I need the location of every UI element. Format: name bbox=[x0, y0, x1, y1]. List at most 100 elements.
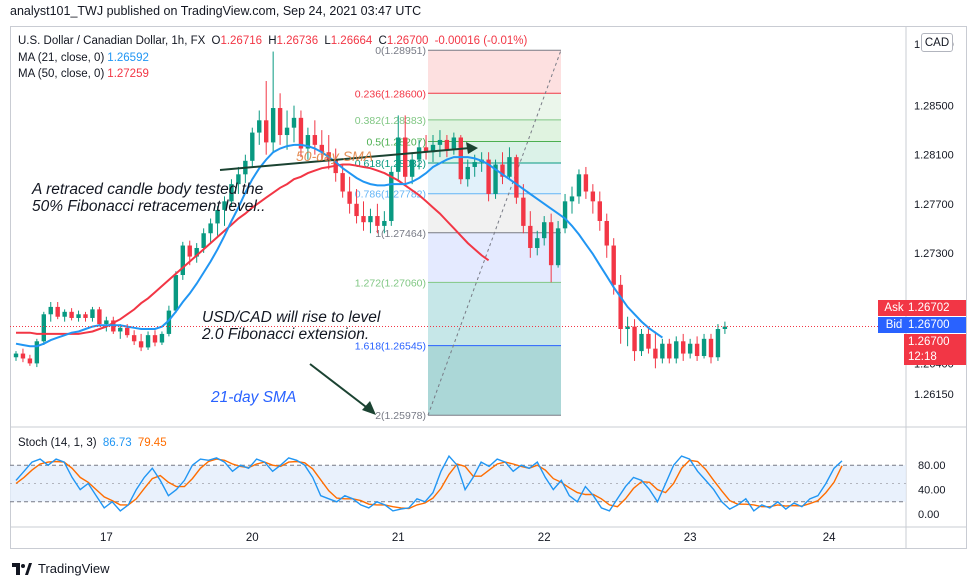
annotation-line: 50% Fibonacci retracement level.. bbox=[32, 198, 266, 215]
fib-level-label: 1.272(1.27060) bbox=[355, 277, 426, 289]
tradingview-name: TradingView bbox=[38, 561, 110, 576]
fib-trend-line bbox=[427, 50, 562, 416]
fib-zone bbox=[428, 282, 561, 346]
fib-level-label: 1.618(1.26545) bbox=[355, 341, 426, 353]
candle-body bbox=[131, 335, 137, 342]
candle-body bbox=[97, 309, 102, 325]
price-tick-label: 1.27700 bbox=[914, 199, 954, 211]
candle-body bbox=[152, 335, 158, 343]
chart-frame bbox=[10, 26, 967, 549]
high-value: 1.26736 bbox=[276, 35, 319, 47]
open-value: 1.26716 bbox=[220, 35, 263, 47]
candle-body bbox=[76, 314, 81, 318]
fib-level-label: 0.236(1.28600) bbox=[355, 88, 426, 100]
price-tick-label: 1.28100 bbox=[914, 150, 954, 162]
candle-body bbox=[125, 327, 130, 336]
price-tick-label: 1.26150 bbox=[914, 389, 954, 401]
symbol-name: U.S. Dollar / Canadian Dollar, 1h, FX bbox=[18, 35, 206, 47]
candle-body bbox=[437, 139, 443, 145]
candle-body bbox=[250, 132, 255, 161]
candle-body bbox=[646, 333, 651, 349]
candle-body bbox=[409, 159, 415, 177]
candle-body bbox=[159, 333, 165, 343]
candle-body bbox=[222, 201, 227, 210]
candle-body bbox=[472, 162, 477, 167]
candle-body bbox=[535, 238, 540, 248]
candle-body bbox=[576, 174, 582, 197]
symbol-legend: U.S. Dollar / Canadian Dollar, 1h, FX O1… bbox=[18, 35, 528, 47]
candle-body bbox=[305, 135, 311, 149]
candle-body bbox=[403, 137, 408, 177]
candle-body bbox=[701, 338, 707, 357]
fib-level-label: 0(1.28951) bbox=[375, 45, 426, 57]
candle-body bbox=[138, 341, 144, 348]
stoch-d-value: 79.45 bbox=[137, 437, 167, 449]
time-tick-label: 20 bbox=[246, 532, 259, 544]
annotation-arrowhead bbox=[466, 142, 478, 154]
candle-body bbox=[542, 222, 547, 239]
bid-label: Bid bbox=[878, 317, 910, 333]
ask-label: Ask bbox=[878, 300, 910, 316]
candle-body bbox=[118, 327, 123, 332]
candle-body bbox=[173, 274, 179, 311]
stoch-tick-label: 80.00 bbox=[918, 460, 946, 472]
candle-body bbox=[548, 222, 554, 266]
ma50-line bbox=[16, 163, 490, 335]
fib-zone bbox=[428, 345, 561, 416]
candle-body bbox=[583, 174, 589, 192]
annotation-arrow-line bbox=[219, 147, 471, 171]
candle-body bbox=[708, 338, 714, 358]
annotation-sma: 21-day SMA bbox=[211, 389, 297, 406]
price-tick-label: 1.27300 bbox=[914, 248, 954, 260]
candle-body bbox=[715, 329, 721, 358]
candle-body bbox=[389, 171, 394, 221]
candle-body bbox=[465, 166, 470, 180]
candle-body bbox=[194, 247, 199, 257]
candle-body bbox=[62, 311, 67, 317]
candle-body bbox=[166, 310, 172, 334]
candle-body bbox=[653, 348, 658, 359]
annotation-arrowhead bbox=[362, 401, 376, 415]
candle-body bbox=[660, 343, 665, 359]
candle-body bbox=[625, 326, 630, 330]
fib-zone bbox=[428, 93, 561, 120]
bid-price-tag: 1.26700 bbox=[904, 317, 966, 333]
currency-button[interactable]: CAD bbox=[921, 33, 953, 52]
candle-body bbox=[562, 201, 568, 229]
candle-body bbox=[257, 120, 262, 133]
candle-body bbox=[298, 117, 304, 149]
candle-body bbox=[528, 225, 533, 248]
candle-body bbox=[375, 216, 380, 226]
time-tick-label: 23 bbox=[684, 532, 697, 544]
candle-body bbox=[104, 320, 109, 325]
fib-level-label: 2(1.25978) bbox=[375, 410, 426, 422]
candle-body bbox=[722, 326, 728, 330]
candle-body bbox=[521, 197, 526, 226]
low-value: 1.26664 bbox=[330, 35, 373, 47]
change-value: -0.00016 (-0.01%) bbox=[434, 35, 528, 47]
ma21-label: MA (21, close, 0) bbox=[18, 52, 105, 64]
price-tick-label: 1.28500 bbox=[914, 101, 954, 113]
ma21-legend: MA (21, close, 0) 1.26592 bbox=[18, 52, 152, 64]
candle-body bbox=[514, 157, 519, 198]
candle-body bbox=[20, 353, 26, 359]
candle-body bbox=[569, 196, 575, 202]
ask-price-tag: 1.26702 bbox=[904, 300, 966, 316]
candle-body bbox=[277, 108, 283, 136]
stoch-label: Stoch (14, 1, 3) bbox=[18, 437, 97, 449]
candle-body bbox=[284, 127, 290, 136]
candle-body bbox=[500, 164, 505, 177]
fib-zone bbox=[428, 50, 561, 94]
candle-body bbox=[201, 233, 206, 248]
annotation-line: 2.0 Fibonacci extension. bbox=[202, 326, 370, 343]
tradingview-brand[interactable]: TradingView bbox=[12, 561, 110, 576]
candle-body bbox=[41, 314, 46, 342]
candle-body bbox=[611, 245, 616, 285]
annotation-line: USD/CAD will rise to level bbox=[202, 309, 381, 326]
candle-body bbox=[632, 326, 637, 352]
candle-body bbox=[361, 216, 366, 223]
candle-body bbox=[444, 139, 450, 150]
candle-body bbox=[604, 220, 609, 246]
candle-body bbox=[69, 311, 74, 318]
candle-body bbox=[347, 191, 352, 204]
